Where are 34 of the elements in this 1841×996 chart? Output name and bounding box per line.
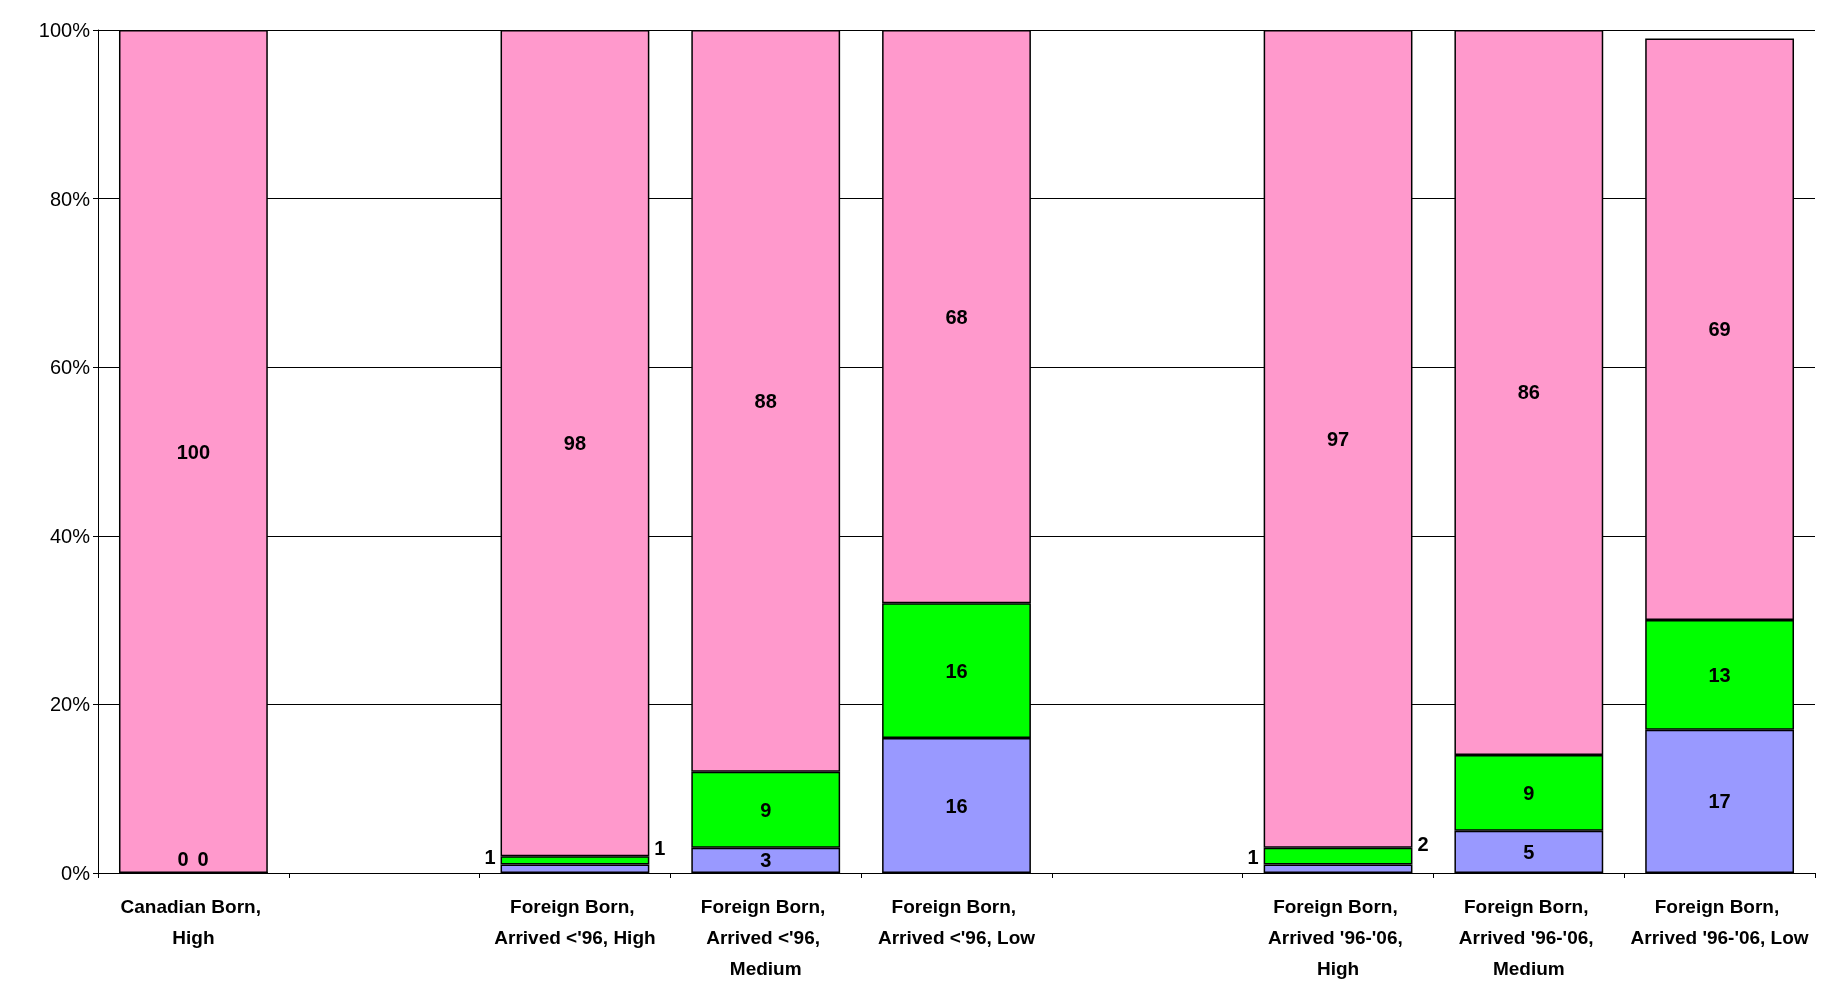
y-tick-label: 20% (49, 693, 91, 716)
y-tick-label: 40% (49, 524, 91, 547)
data-label: 98 (563, 432, 587, 455)
data-label: 17 (1708, 790, 1731, 813)
y-tick-label: 80% (49, 187, 91, 210)
y-tick-label: 60% (49, 356, 91, 379)
data-label: 69 (1708, 318, 1731, 341)
x-tick-label: Foreign Born, Arrived <'96, Low (877, 896, 1036, 948)
data-label: 86 (1517, 381, 1540, 404)
annotation: 0 (197, 848, 209, 870)
x-tick-label: Foreign Born, Arrived '96-'06, High (1268, 896, 1409, 979)
data-label: 100 (176, 440, 211, 463)
data-label: 1 (654, 837, 666, 860)
data-label: 68 (945, 305, 968, 328)
y-tick-label: 100% (38, 19, 91, 41)
data-label: 1 (1247, 845, 1259, 868)
data-label: 16 (945, 659, 968, 682)
data-label: 13 (1708, 663, 1731, 686)
data-label: 9 (1523, 781, 1535, 804)
x-tick-label: Foreign Born, Arrived <'96, High (494, 896, 656, 948)
data-label: 1 (484, 845, 496, 868)
data-label: 16 (945, 794, 968, 817)
data-label: 9 (760, 798, 772, 821)
x-tick-label: Foreign Born, Arrived <'96, Medium (700, 896, 831, 979)
annotation: 0 (177, 848, 189, 870)
x-tick-label: Canadian Born, High (120, 896, 267, 948)
data-label: 97 (1326, 427, 1350, 450)
data-label: 5 (1523, 840, 1535, 863)
data-label: 3 (760, 849, 772, 872)
x-tick-label: Foreign Born, Arrived '96-'06, Medium (1458, 896, 1599, 979)
y-tick-label: 0% (61, 862, 91, 884)
data-label: 88 (754, 389, 777, 412)
x-tick-label: Foreign Born, Arrived '96-'06, Low (1630, 896, 1809, 948)
data-label: 2 (1417, 833, 1429, 856)
